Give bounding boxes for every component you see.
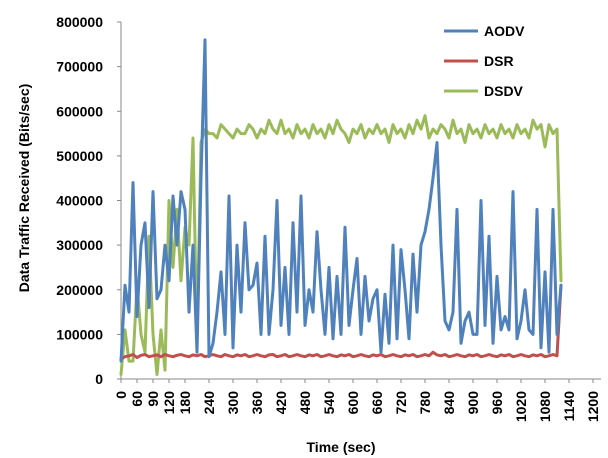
legend: AODV DSR DSDV xyxy=(444,23,525,99)
x-tick-label: 960 xyxy=(489,391,505,415)
x-tick-label: 900 xyxy=(465,391,481,415)
x-tick-label: 1020 xyxy=(513,391,529,422)
x-tick-label: 480 xyxy=(297,391,313,415)
y-tick-label: 600000 xyxy=(56,103,103,119)
legend-label-dsdv: DSDV xyxy=(484,83,524,99)
y-tick-label: 800000 xyxy=(56,14,103,30)
x-tick-label: 120 xyxy=(161,391,177,415)
x-tick-label: 840 xyxy=(441,391,457,415)
series-line-dsr xyxy=(119,283,563,361)
x-axis-title: Time (sec) xyxy=(307,439,376,455)
legend-label-aodv: AODV xyxy=(484,23,525,39)
series-line-aodv xyxy=(119,38,563,363)
x-tick-label: 1080 xyxy=(537,391,553,422)
x-tick-label: 180 xyxy=(177,391,193,415)
series-line-dsdv xyxy=(119,114,563,376)
legend-label-dsr: DSR xyxy=(484,53,514,69)
x-tick-label: 540 xyxy=(321,391,337,415)
x-tick-label: 1140 xyxy=(561,391,577,422)
plot-area xyxy=(119,38,563,376)
x-tick-label: 360 xyxy=(249,391,265,415)
y-axis-title: Data Traffic Received (Bits/sec) xyxy=(16,84,32,293)
y-tick-labels: 0 100000 200000 300000 400000 500000 600000 700… xyxy=(56,14,121,387)
x-tick-label: 420 xyxy=(273,391,289,415)
y-tick-label: 300000 xyxy=(56,237,103,253)
x-tick-label: 1200 xyxy=(585,391,601,422)
x-tick-labels: 0 60 90 120 180 240 300 360 420 480 540 600 660 720 78… xyxy=(113,379,601,422)
x-tick-label: 90 xyxy=(145,391,161,407)
x-tick-label: 60 xyxy=(129,391,145,407)
x-tick-label: 0 xyxy=(113,391,129,399)
y-tick-label: 0 xyxy=(95,371,103,387)
x-tick-label: 240 xyxy=(201,391,217,415)
x-tick-label: 780 xyxy=(417,391,433,415)
y-tick-label: 100000 xyxy=(56,326,103,342)
y-tick-label: 700000 xyxy=(56,59,103,75)
y-tick-label: 400000 xyxy=(56,193,103,209)
y-tick-label: 200000 xyxy=(56,282,103,298)
x-tick-label: 300 xyxy=(225,391,241,415)
x-tick-label: 720 xyxy=(393,391,409,415)
x-tick-label: 660 xyxy=(369,391,385,415)
y-tick-label: 500000 xyxy=(56,148,103,164)
x-tick-label: 600 xyxy=(345,391,361,415)
